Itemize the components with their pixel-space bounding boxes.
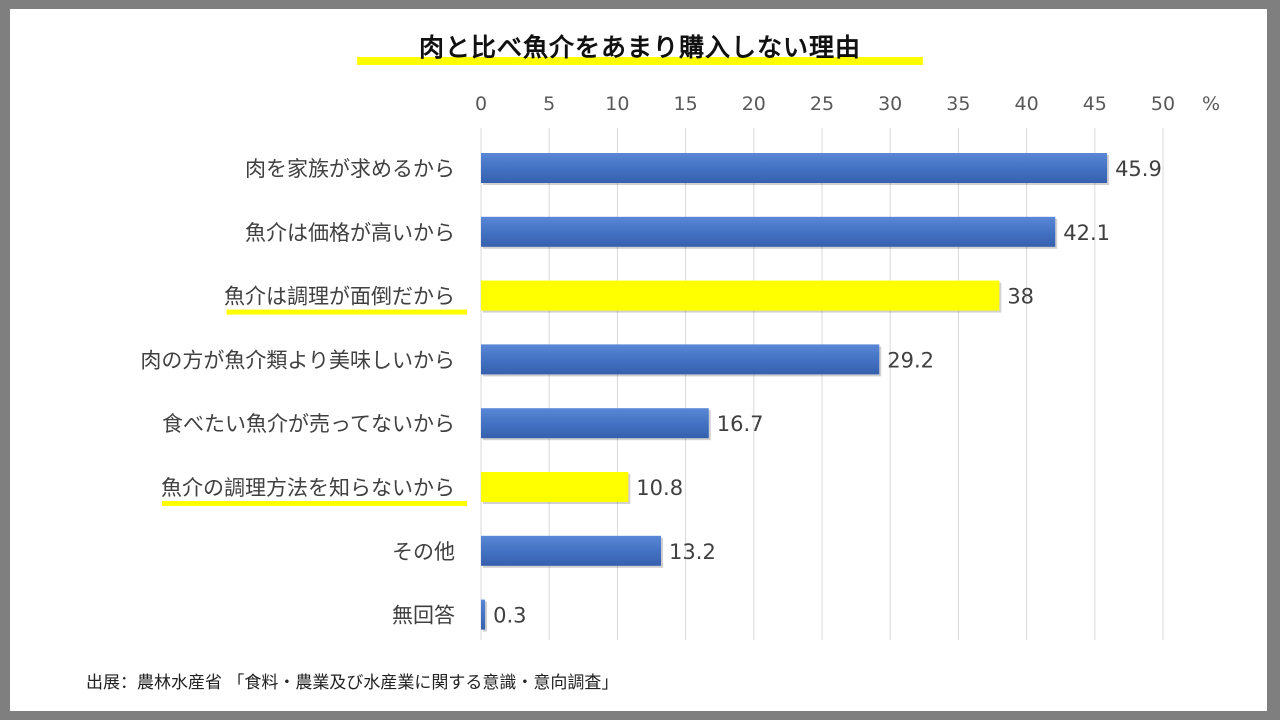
category-label: 肉の方が魚介類より美味しいから — [140, 348, 455, 372]
x-tick-label: 30 — [878, 93, 902, 115]
value-label: 0.3 — [493, 604, 526, 628]
x-tick-label: 0 — [475, 93, 487, 115]
value-label: 45.9 — [1115, 157, 1162, 181]
bar — [481, 153, 1108, 183]
source-note: 出展：農林水産省 「食料・農業及び水産業に関する意識・意向調査」 — [86, 673, 619, 693]
category-label: 魚介の調理方法を知らないから — [161, 476, 455, 500]
x-tick-label: 40 — [1015, 93, 1039, 115]
x-tick-label: 50 — [1151, 93, 1175, 115]
x-tick-label: 45 — [1083, 93, 1107, 115]
title-highlight — [357, 57, 923, 65]
bar — [481, 344, 880, 375]
bar — [481, 216, 1056, 247]
x-tick-label: 25 — [810, 93, 834, 115]
category-label: 魚介は価格が高いから — [245, 221, 455, 245]
value-label: 42.1 — [1063, 221, 1110, 245]
category-highlight-underline — [162, 501, 467, 506]
value-label: 29.2 — [887, 348, 934, 372]
value-label: 16.7 — [717, 412, 764, 436]
category-label: その他 — [392, 540, 455, 564]
x-tick-label: 5 — [543, 93, 555, 115]
value-label: 10.8 — [636, 476, 683, 500]
bar — [481, 408, 709, 439]
chart-title: 肉と比べ魚介をあまり購入しない理由 — [418, 33, 861, 62]
category-highlight-underline — [226, 309, 467, 315]
bar — [481, 280, 1000, 311]
bar — [481, 599, 486, 630]
value-label: 13.2 — [669, 540, 716, 564]
x-tick-label: 20 — [742, 93, 766, 115]
bar — [481, 472, 629, 502]
bar — [481, 535, 662, 566]
x-tick-label: 35 — [946, 93, 970, 115]
value-label: 38 — [1007, 285, 1034, 309]
unit-label: % — [1202, 93, 1220, 115]
category-label: 肉を家族が求めるから — [245, 157, 455, 181]
category-label: 魚介は調理が面倒だから — [224, 285, 455, 309]
category-label: 食べたい魚介が売ってないから — [162, 412, 455, 436]
x-tick-label: 10 — [605, 93, 629, 115]
category-label: 無回答 — [392, 604, 455, 628]
x-tick-label: 15 — [674, 93, 698, 115]
